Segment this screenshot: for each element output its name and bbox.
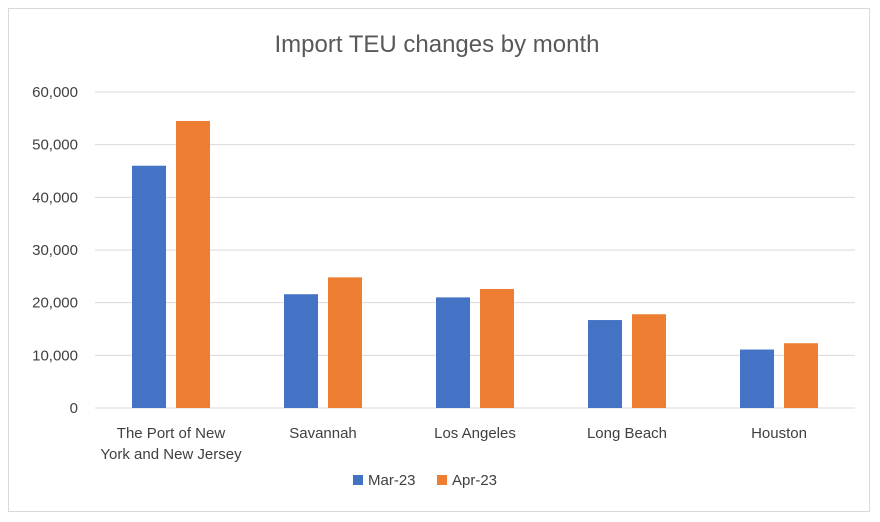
x-category-label: Long Beach xyxy=(587,425,667,442)
bar-mar-23-2 xyxy=(436,297,470,408)
y-axis-ticks: 0 10,000 20,000 30,000 40,000 50,000 60,000 xyxy=(32,84,78,417)
y-tick-label: 0 xyxy=(70,400,78,417)
y-tick-label: 60,000 xyxy=(32,84,78,101)
x-category-label: Los Angeles xyxy=(434,425,516,442)
gridlines xyxy=(95,91,855,409)
y-tick-label: 10,000 xyxy=(32,347,78,364)
x-category-label: Savannah xyxy=(289,425,357,442)
legend: Mar-23 Apr-23 xyxy=(353,472,497,489)
legend-swatch xyxy=(437,475,447,485)
bar-mar-23-4 xyxy=(740,349,774,408)
chart-title: Import TEU changes by month xyxy=(274,31,599,58)
bars xyxy=(132,120,818,408)
y-tick-label: 40,000 xyxy=(32,189,78,206)
bar-apr-23-0 xyxy=(176,120,210,408)
y-tick-label: 20,000 xyxy=(32,295,78,312)
bar-apr-23-2 xyxy=(480,288,514,408)
bar-apr-23-1 xyxy=(328,277,362,408)
x-category-label: The Port of New York and New Jersey xyxy=(100,425,242,463)
y-tick-label: 30,000 xyxy=(32,242,78,259)
bar-apr-23-3 xyxy=(632,314,666,408)
bar-mar-23-1 xyxy=(284,294,318,408)
bar-mar-23-3 xyxy=(588,320,622,408)
legend-label: Mar-23 xyxy=(368,472,416,489)
bar-mar-23-0 xyxy=(132,165,166,408)
x-category-label: Houston xyxy=(751,425,807,442)
legend-swatch xyxy=(353,475,363,485)
bar-apr-23-4 xyxy=(784,343,818,408)
legend-label: Apr-23 xyxy=(452,472,497,489)
y-tick-label: 50,000 xyxy=(32,137,78,154)
x-axis-labels: The Port of New York and New Jersey Savann… xyxy=(100,425,807,463)
